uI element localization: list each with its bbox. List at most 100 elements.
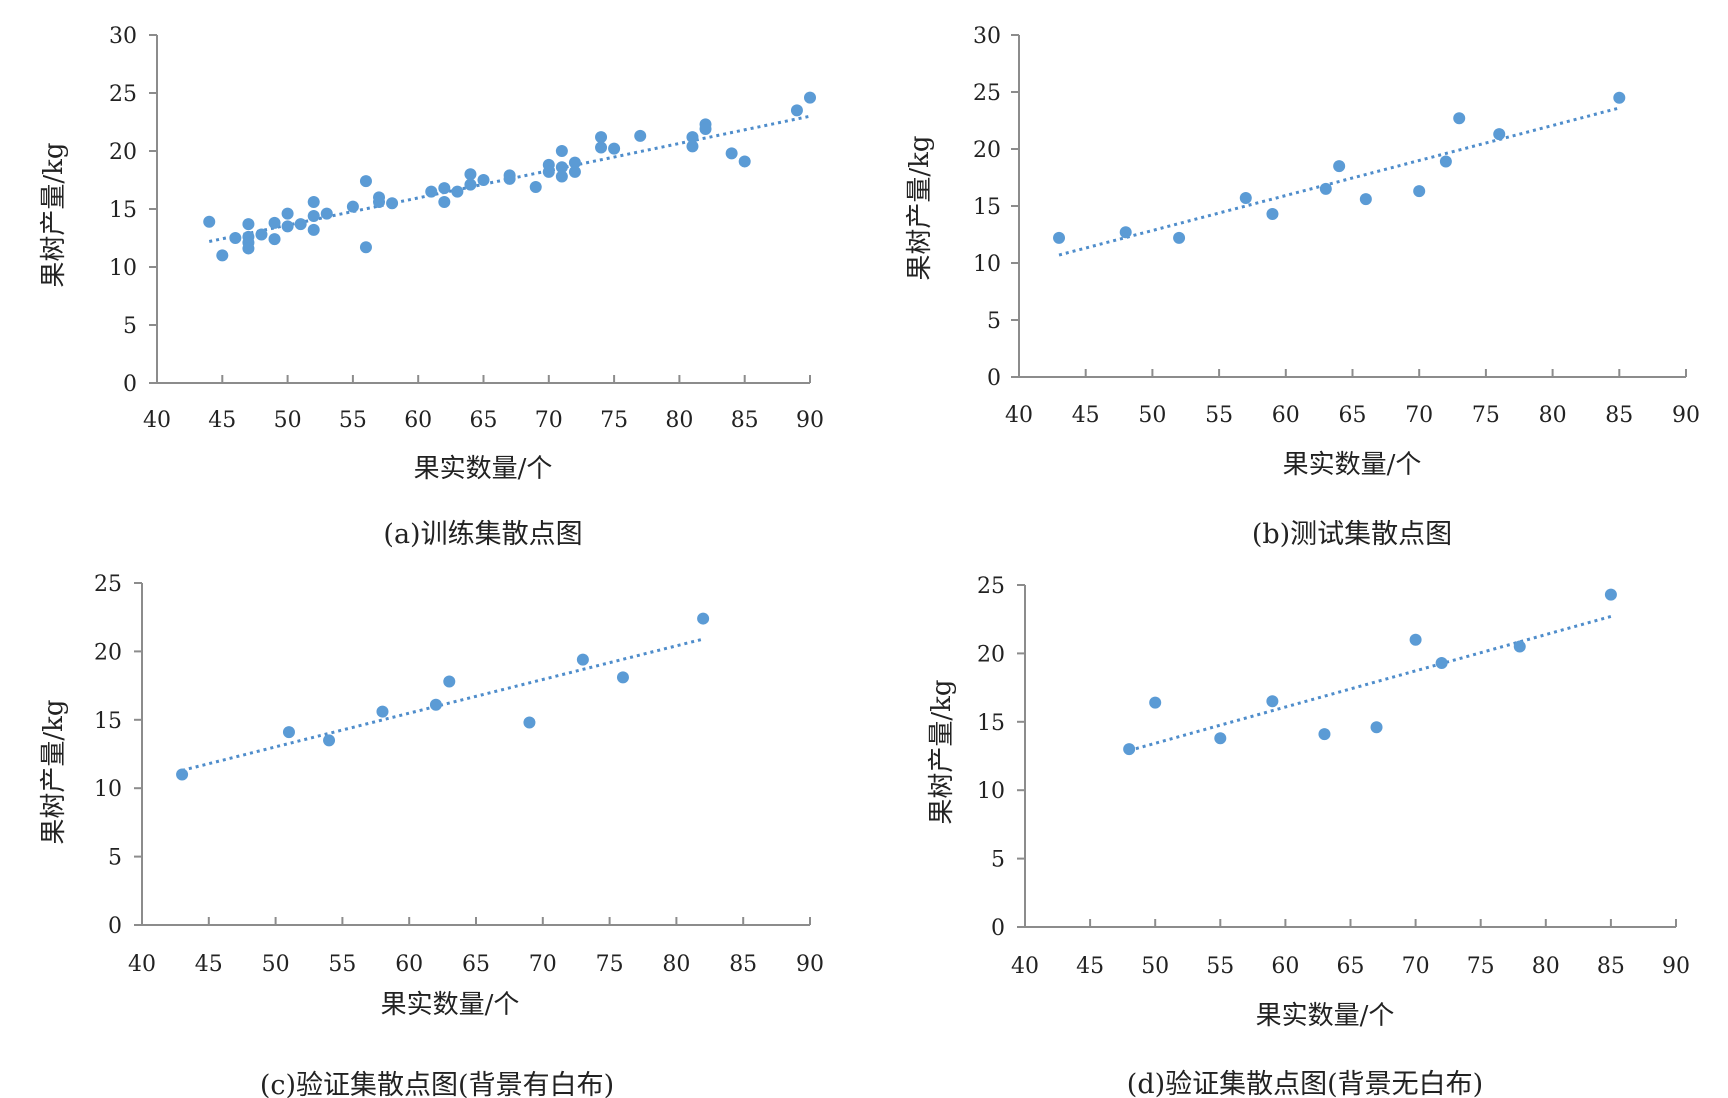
data-point	[595, 131, 608, 144]
data-point	[568, 156, 581, 169]
chart-panel-b: 40 45 50 55 60 65 70 75 80 85 90 0 5 10 15 20 25 30 果实数量/个…	[905, 24, 1700, 550]
data-point	[1318, 728, 1331, 741]
y-tick-label: 10	[94, 777, 122, 802]
x-tick-label: 65	[1337, 954, 1365, 979]
data-point	[1173, 231, 1186, 244]
data-point	[1119, 226, 1132, 239]
x-tick-label: 70	[1405, 403, 1433, 428]
x-tick-label: 40	[1005, 403, 1033, 428]
y-tick-label: 5	[987, 309, 1001, 334]
y-tick-label: 20	[977, 642, 1005, 667]
data-point	[568, 165, 581, 178]
data-point	[307, 209, 320, 222]
data-point	[386, 197, 399, 210]
data-point	[1266, 207, 1279, 220]
x-tick-label: 75	[596, 952, 624, 977]
y-tick-label: 10	[977, 779, 1005, 804]
y-axis-title: 果树产量/kg	[927, 679, 957, 824]
data-point	[373, 196, 386, 209]
data-point	[429, 698, 442, 711]
data-point	[1266, 695, 1279, 708]
y-axis-title: 果树产量/kg	[39, 699, 69, 844]
y-tick-label: 15	[973, 195, 1001, 220]
trendline	[208, 114, 811, 243]
y-tick-label: 5	[991, 848, 1005, 873]
data-point	[542, 165, 555, 178]
data-point	[443, 675, 456, 688]
y-tick-label: 20	[94, 640, 122, 665]
data-point	[203, 215, 216, 228]
data-point	[242, 242, 255, 255]
x-tick-label: 50	[262, 952, 290, 977]
x-tick-label: 50	[274, 408, 302, 433]
x-tick-label: 80	[1532, 954, 1560, 979]
chart-caption: (d)验证集散点图(背景无白布)	[1127, 1069, 1483, 1098]
data-point	[268, 216, 281, 229]
data-point	[523, 716, 536, 729]
chart-caption: (a)训练集散点图	[383, 519, 582, 550]
x-tick-label: 85	[1605, 403, 1633, 428]
data-point	[1239, 192, 1252, 205]
x-tick-label: 90	[796, 952, 824, 977]
x-tick-label: 80	[662, 952, 690, 977]
x-tick-label: 85	[729, 952, 757, 977]
data-point	[294, 218, 307, 231]
y-tick-label: 15	[109, 198, 137, 223]
trendline	[1058, 106, 1620, 257]
data-point	[686, 131, 699, 144]
chart-panel-a: 40 45 50 55 60 65 70 75 80 85 90 0 5 10 15 20 25 30 果实数量/个…	[39, 24, 824, 550]
x-tick-label: 40	[143, 408, 171, 433]
data-point	[1613, 91, 1626, 104]
data-point	[242, 218, 255, 231]
x-tick-label: 70	[535, 408, 563, 433]
data-point	[376, 705, 389, 718]
y-tick-label: 30	[109, 24, 137, 49]
data-point	[595, 141, 608, 154]
y-tick-label: 10	[973, 252, 1001, 277]
x-tick-label: 75	[1467, 954, 1495, 979]
y-tick-label: 20	[973, 138, 1001, 163]
x-tick-label: 70	[529, 952, 557, 977]
data-point	[1513, 640, 1526, 653]
x-tick-label: 85	[1597, 954, 1625, 979]
x-tick-label: 75	[1472, 403, 1500, 428]
x-tick-label: 50	[1138, 403, 1166, 428]
data-point	[503, 172, 516, 185]
data-point	[323, 734, 336, 747]
x-tick-label: 90	[1672, 403, 1700, 428]
x-tick-label: 45	[208, 408, 236, 433]
trendline	[181, 637, 704, 772]
y-tick-label: 30	[973, 24, 1001, 49]
data-point	[697, 612, 710, 625]
y-tick-label: 20	[109, 140, 137, 165]
x-tick-label: 55	[328, 952, 356, 977]
y-tick-label: 0	[991, 916, 1005, 941]
data-point	[451, 185, 464, 198]
x-tick-label: 65	[470, 408, 498, 433]
y-tick-label: 15	[94, 709, 122, 734]
x-tick-label: 85	[731, 408, 759, 433]
data-point	[608, 142, 621, 155]
data-point	[1413, 185, 1426, 198]
data-point	[725, 147, 738, 160]
data-point	[216, 249, 229, 262]
y-tick-label: 0	[123, 372, 137, 397]
y-tick-label: 15	[977, 711, 1005, 736]
data-point	[1439, 155, 1452, 168]
x-axis-title: 果实数量/个	[1283, 450, 1422, 480]
data-point	[464, 168, 477, 181]
x-tick-label: 60	[404, 408, 432, 433]
data-point	[1333, 160, 1346, 173]
chart-caption: (b)测试集散点图	[1252, 519, 1452, 550]
trendline	[1128, 615, 1612, 752]
data-point	[1359, 193, 1372, 206]
y-tick-label: 5	[108, 846, 122, 871]
data-point	[634, 129, 647, 142]
x-tick-label: 55	[1206, 954, 1234, 979]
y-tick-label: 5	[123, 314, 137, 339]
x-tick-label: 65	[462, 952, 490, 977]
x-tick-label: 45	[195, 952, 223, 977]
x-tick-label: 80	[1539, 403, 1567, 428]
data-point	[1319, 182, 1332, 195]
